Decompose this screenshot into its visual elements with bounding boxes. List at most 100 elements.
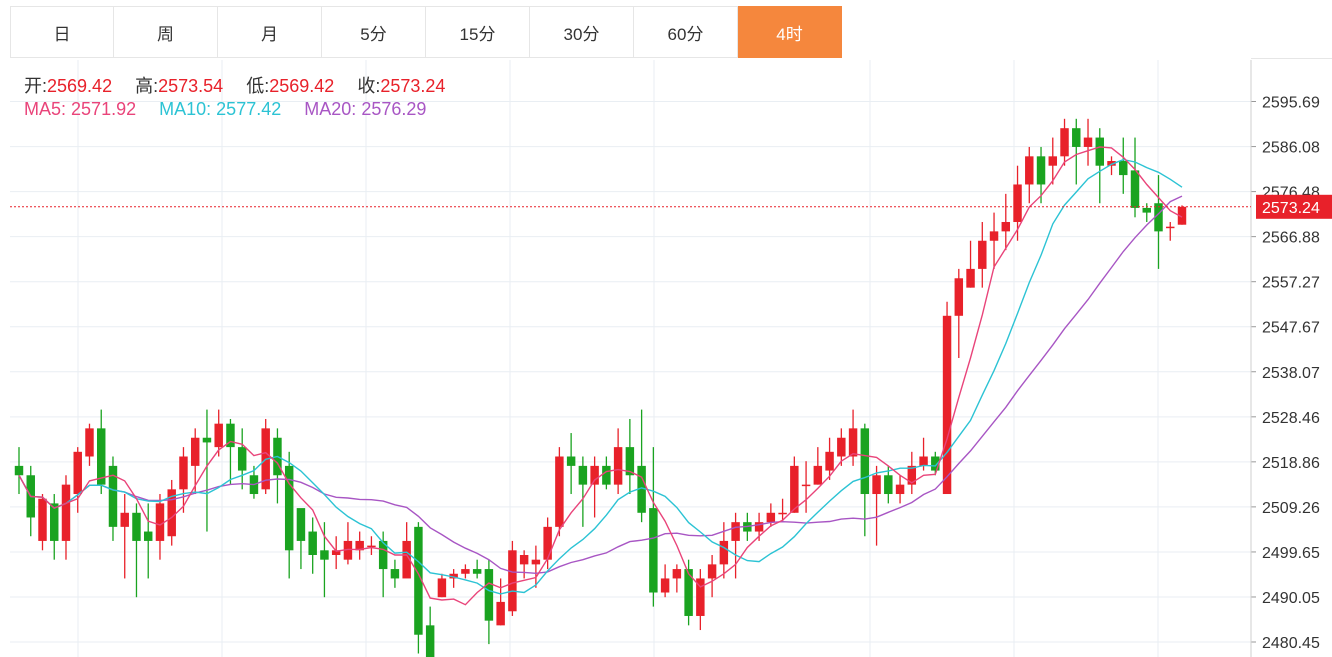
tab-8[interactable]: 4时 [738, 6, 842, 58]
candle-body [684, 569, 693, 616]
candle-body [437, 578, 447, 598]
y-tick-label: 2518.86 [1262, 455, 1320, 472]
candle-body [895, 484, 905, 495]
candle-body [496, 601, 505, 626]
tab-7[interactable]: 60分 [634, 6, 738, 58]
candle-body [696, 578, 705, 616]
ohlc-readout: 开:2569.42 高:2573.54 低:2569.42 收:2573.24 [24, 72, 445, 98]
high-value: 2573.54 [158, 76, 224, 96]
candle-body [308, 531, 317, 555]
candle-body [343, 540, 353, 560]
candle-body [1072, 128, 1081, 147]
tab-5[interactable]: 15分 [426, 6, 530, 58]
candle-body [461, 569, 470, 574]
y-tick-label: 2490.05 [1262, 590, 1320, 607]
candle-body [108, 465, 118, 527]
candle-body [202, 437, 212, 443]
candle-body [860, 428, 870, 495]
y-tick-label: 2528.46 [1262, 410, 1320, 427]
candle-body [790, 465, 799, 513]
ma10-label: MA10: [159, 99, 212, 119]
ma20-value: 2576.29 [361, 99, 427, 119]
candle-body [1013, 184, 1022, 222]
ma10-value: 2577.42 [216, 99, 282, 119]
tab-3[interactable]: 月 [218, 6, 322, 58]
ma10-line [18, 158, 1183, 595]
candle-body [367, 545, 376, 548]
open-value: 2569.42 [47, 76, 113, 96]
candle-body [719, 540, 729, 565]
candle-body [378, 540, 388, 570]
ma5-value: 2571.92 [71, 99, 137, 119]
high-label: 高: [135, 76, 159, 96]
candle-body [978, 240, 987, 269]
y-tick-label: 2547.67 [1262, 320, 1320, 337]
tab-2[interactable]: 周 [114, 6, 218, 58]
candle-body [942, 315, 952, 495]
candle-body [801, 484, 811, 487]
low-label: 低: [246, 76, 270, 96]
candle-body [519, 554, 529, 565]
candle-body [602, 465, 611, 485]
axis-top-border [1251, 58, 1332, 59]
candle-body [237, 447, 247, 471]
candle-body [907, 465, 917, 485]
candle-body [179, 456, 188, 490]
candle-body [1177, 206, 1187, 225]
candle-body [1060, 128, 1069, 157]
candle-body [578, 465, 588, 485]
candle-body [637, 465, 646, 513]
tab-6[interactable]: 30分 [530, 6, 634, 58]
candle-body [884, 475, 893, 495]
candle-body [1025, 156, 1034, 185]
candle-body [707, 564, 717, 579]
candle-body [872, 475, 881, 495]
candle-body [425, 625, 435, 657]
candle-body [402, 540, 411, 579]
y-tick-label: 2480.45 [1262, 635, 1320, 652]
candle-body [1166, 226, 1175, 229]
y-tick-label: 2499.65 [1262, 545, 1320, 562]
candle-body [132, 512, 141, 541]
candle-body [320, 550, 329, 560]
candle-body [38, 498, 47, 541]
candle-body [778, 512, 787, 515]
candle-body [355, 540, 364, 551]
ma20-label: MA20: [304, 99, 357, 119]
candle-body [143, 531, 153, 541]
open-label: 开: [24, 76, 48, 96]
candle-body [989, 231, 999, 241]
candle-body [613, 447, 623, 485]
candle-body [660, 578, 670, 593]
candle-body [331, 550, 341, 555]
candle-body [61, 484, 71, 541]
candle-body [226, 423, 235, 448]
candle-body [1154, 203, 1163, 232]
candle-body [472, 569, 482, 574]
candle-body [848, 428, 858, 457]
last-price-label: 2573.24 [1262, 200, 1320, 217]
candle-body [625, 447, 635, 476]
ma20-line [18, 195, 1183, 575]
candle-body [97, 428, 106, 485]
tab-4[interactable]: 5分 [322, 6, 426, 58]
candle-body [167, 489, 176, 537]
candle-body [555, 456, 564, 527]
candle-body [484, 569, 494, 621]
candle-body [120, 512, 129, 527]
candle-body [155, 503, 165, 541]
close-value: 2573.24 [380, 76, 446, 96]
candle-body [1119, 161, 1128, 176]
y-tick-label: 2557.27 [1262, 275, 1320, 292]
candle-body [1036, 156, 1046, 185]
candle-body [1095, 137, 1104, 166]
tab-1[interactable]: 日 [10, 6, 114, 58]
candle-body [1048, 156, 1058, 166]
candle-body [825, 451, 834, 471]
candle-body [1083, 137, 1093, 147]
candle-body [449, 573, 458, 579]
close-label: 收: [357, 76, 381, 96]
y-tick-label: 2509.26 [1262, 500, 1320, 517]
candle-body [672, 569, 682, 579]
